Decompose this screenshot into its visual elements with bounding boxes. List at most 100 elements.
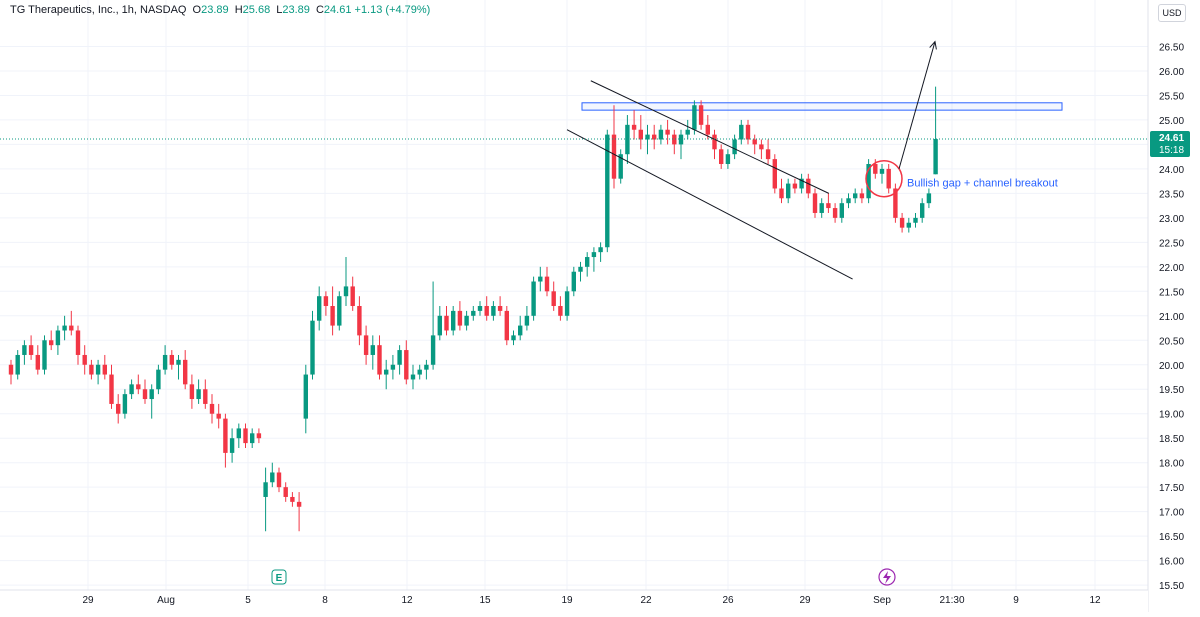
candle-body bbox=[303, 374, 308, 419]
candle-body bbox=[538, 276, 543, 282]
close-value: 24.61 bbox=[323, 4, 352, 16]
candle-body bbox=[142, 389, 148, 400]
candle-body bbox=[477, 306, 483, 311]
candle-body bbox=[69, 325, 74, 331]
price-tick-label: 24.00 bbox=[1159, 165, 1184, 176]
candle-body bbox=[752, 139, 757, 145]
candle-body bbox=[384, 369, 389, 375]
candle-body bbox=[866, 164, 871, 199]
drawings-front: Bullish gap + channel breakout E bbox=[0, 40, 1148, 586]
open-value: 23.89 bbox=[201, 4, 229, 16]
candle-body bbox=[511, 335, 516, 341]
low-label: L bbox=[276, 4, 283, 16]
time-tick-label: 26 bbox=[722, 595, 734, 606]
last-price-value: 24.61 bbox=[1159, 133, 1184, 144]
time-axis-bg bbox=[0, 590, 1148, 612]
resistance-zone bbox=[581, 102, 1063, 111]
candle-body bbox=[317, 296, 322, 321]
candle-body bbox=[102, 364, 107, 375]
price-tick-label: 25.50 bbox=[1159, 91, 1184, 102]
candle-body bbox=[49, 340, 54, 346]
candle-body bbox=[893, 188, 898, 218]
price-tick-label: 17.50 bbox=[1159, 483, 1184, 494]
candle-body bbox=[779, 188, 784, 199]
candle-body bbox=[350, 286, 355, 306]
currency-button[interactable]: USD bbox=[1158, 4, 1186, 22]
candle-body bbox=[397, 350, 402, 365]
target-arrow-head bbox=[929, 40, 937, 50]
candle-body bbox=[772, 159, 777, 189]
earnings-marker[interactable]: E bbox=[271, 569, 287, 585]
candle-body bbox=[846, 198, 851, 204]
candle-body bbox=[89, 364, 94, 375]
price-tick-label: 26.50 bbox=[1159, 42, 1184, 53]
earnings-marker-box bbox=[271, 569, 287, 585]
time-tick-label: 12 bbox=[1089, 595, 1101, 606]
candle-body bbox=[504, 310, 509, 341]
candle-body bbox=[719, 149, 724, 164]
candle-body bbox=[598, 247, 603, 253]
candle-body bbox=[578, 266, 583, 272]
target-arrow-line bbox=[898, 41, 936, 170]
price-tick-label: 18.50 bbox=[1159, 434, 1184, 445]
candle-body bbox=[759, 144, 764, 150]
candle-body bbox=[169, 354, 174, 365]
breakout-annotation: Bullish gap + channel breakout bbox=[907, 178, 1058, 190]
candle-body bbox=[390, 364, 396, 370]
earnings-marker-label: E bbox=[276, 573, 283, 584]
time-tick-label: 29 bbox=[82, 595, 94, 606]
candle-body bbox=[739, 124, 744, 140]
candle-body bbox=[906, 222, 911, 228]
candle-body bbox=[765, 149, 771, 160]
candle-body bbox=[363, 335, 369, 355]
candle-body bbox=[491, 306, 496, 316]
candle-body bbox=[55, 330, 61, 346]
time-axis[interactable]: 29 Aug 5 8 12 15 19 22 26 29 Sep 21:30 9 12 bbox=[0, 589, 1148, 612]
candle-body bbox=[658, 129, 664, 140]
candle-body bbox=[812, 193, 818, 213]
price-axis[interactable]: 15.50 16.00 16.50 17.00 17.50 18.00 18.50 19.00… bbox=[1147, 0, 1200, 612]
candle-body bbox=[497, 306, 503, 311]
candle-body bbox=[35, 354, 40, 370]
candle-body bbox=[424, 364, 429, 370]
breakout-circle bbox=[865, 159, 903, 198]
candle-body bbox=[250, 433, 255, 444]
candle-body bbox=[28, 345, 34, 355]
candle-body bbox=[899, 217, 905, 228]
high-value: 25.68 bbox=[242, 4, 271, 16]
low-value: 23.89 bbox=[282, 4, 310, 16]
candle-body bbox=[873, 164, 878, 174]
candle-body bbox=[276, 472, 282, 488]
candle-body bbox=[243, 428, 248, 444]
price-tick-label: 19.00 bbox=[1159, 410, 1184, 421]
time-tick-label: 21:30 bbox=[939, 595, 964, 606]
candle-body bbox=[457, 310, 463, 326]
candle-body bbox=[933, 139, 938, 175]
symbol-title[interactable]: TG Therapeutics, Inc., 1h, NASDAQ bbox=[10, 4, 187, 16]
candle-body bbox=[886, 168, 891, 189]
candle-body bbox=[109, 374, 114, 404]
close-label: C bbox=[315, 4, 324, 16]
candle-body bbox=[95, 364, 101, 375]
candle-body bbox=[129, 384, 134, 395]
candle-body bbox=[524, 315, 530, 326]
candle-body bbox=[591, 252, 597, 258]
candle-body bbox=[611, 134, 617, 179]
candle-body bbox=[256, 433, 262, 439]
candle-body bbox=[792, 183, 798, 189]
candle-body bbox=[296, 501, 302, 507]
lightning-icon[interactable] bbox=[878, 568, 896, 586]
change-value: +1.13 (+4.79%) bbox=[354, 4, 431, 16]
candle-body bbox=[156, 369, 161, 390]
candle-body bbox=[263, 482, 268, 497]
candle-body bbox=[62, 325, 67, 331]
candle-body bbox=[330, 306, 335, 326]
candle-body bbox=[229, 438, 235, 453]
time-tick-label: 9 bbox=[1013, 595, 1019, 606]
price-tick-label: 19.50 bbox=[1159, 385, 1184, 396]
candle-body bbox=[638, 129, 643, 140]
price-tick-label: 22.50 bbox=[1159, 238, 1184, 249]
candle-body bbox=[8, 364, 14, 375]
